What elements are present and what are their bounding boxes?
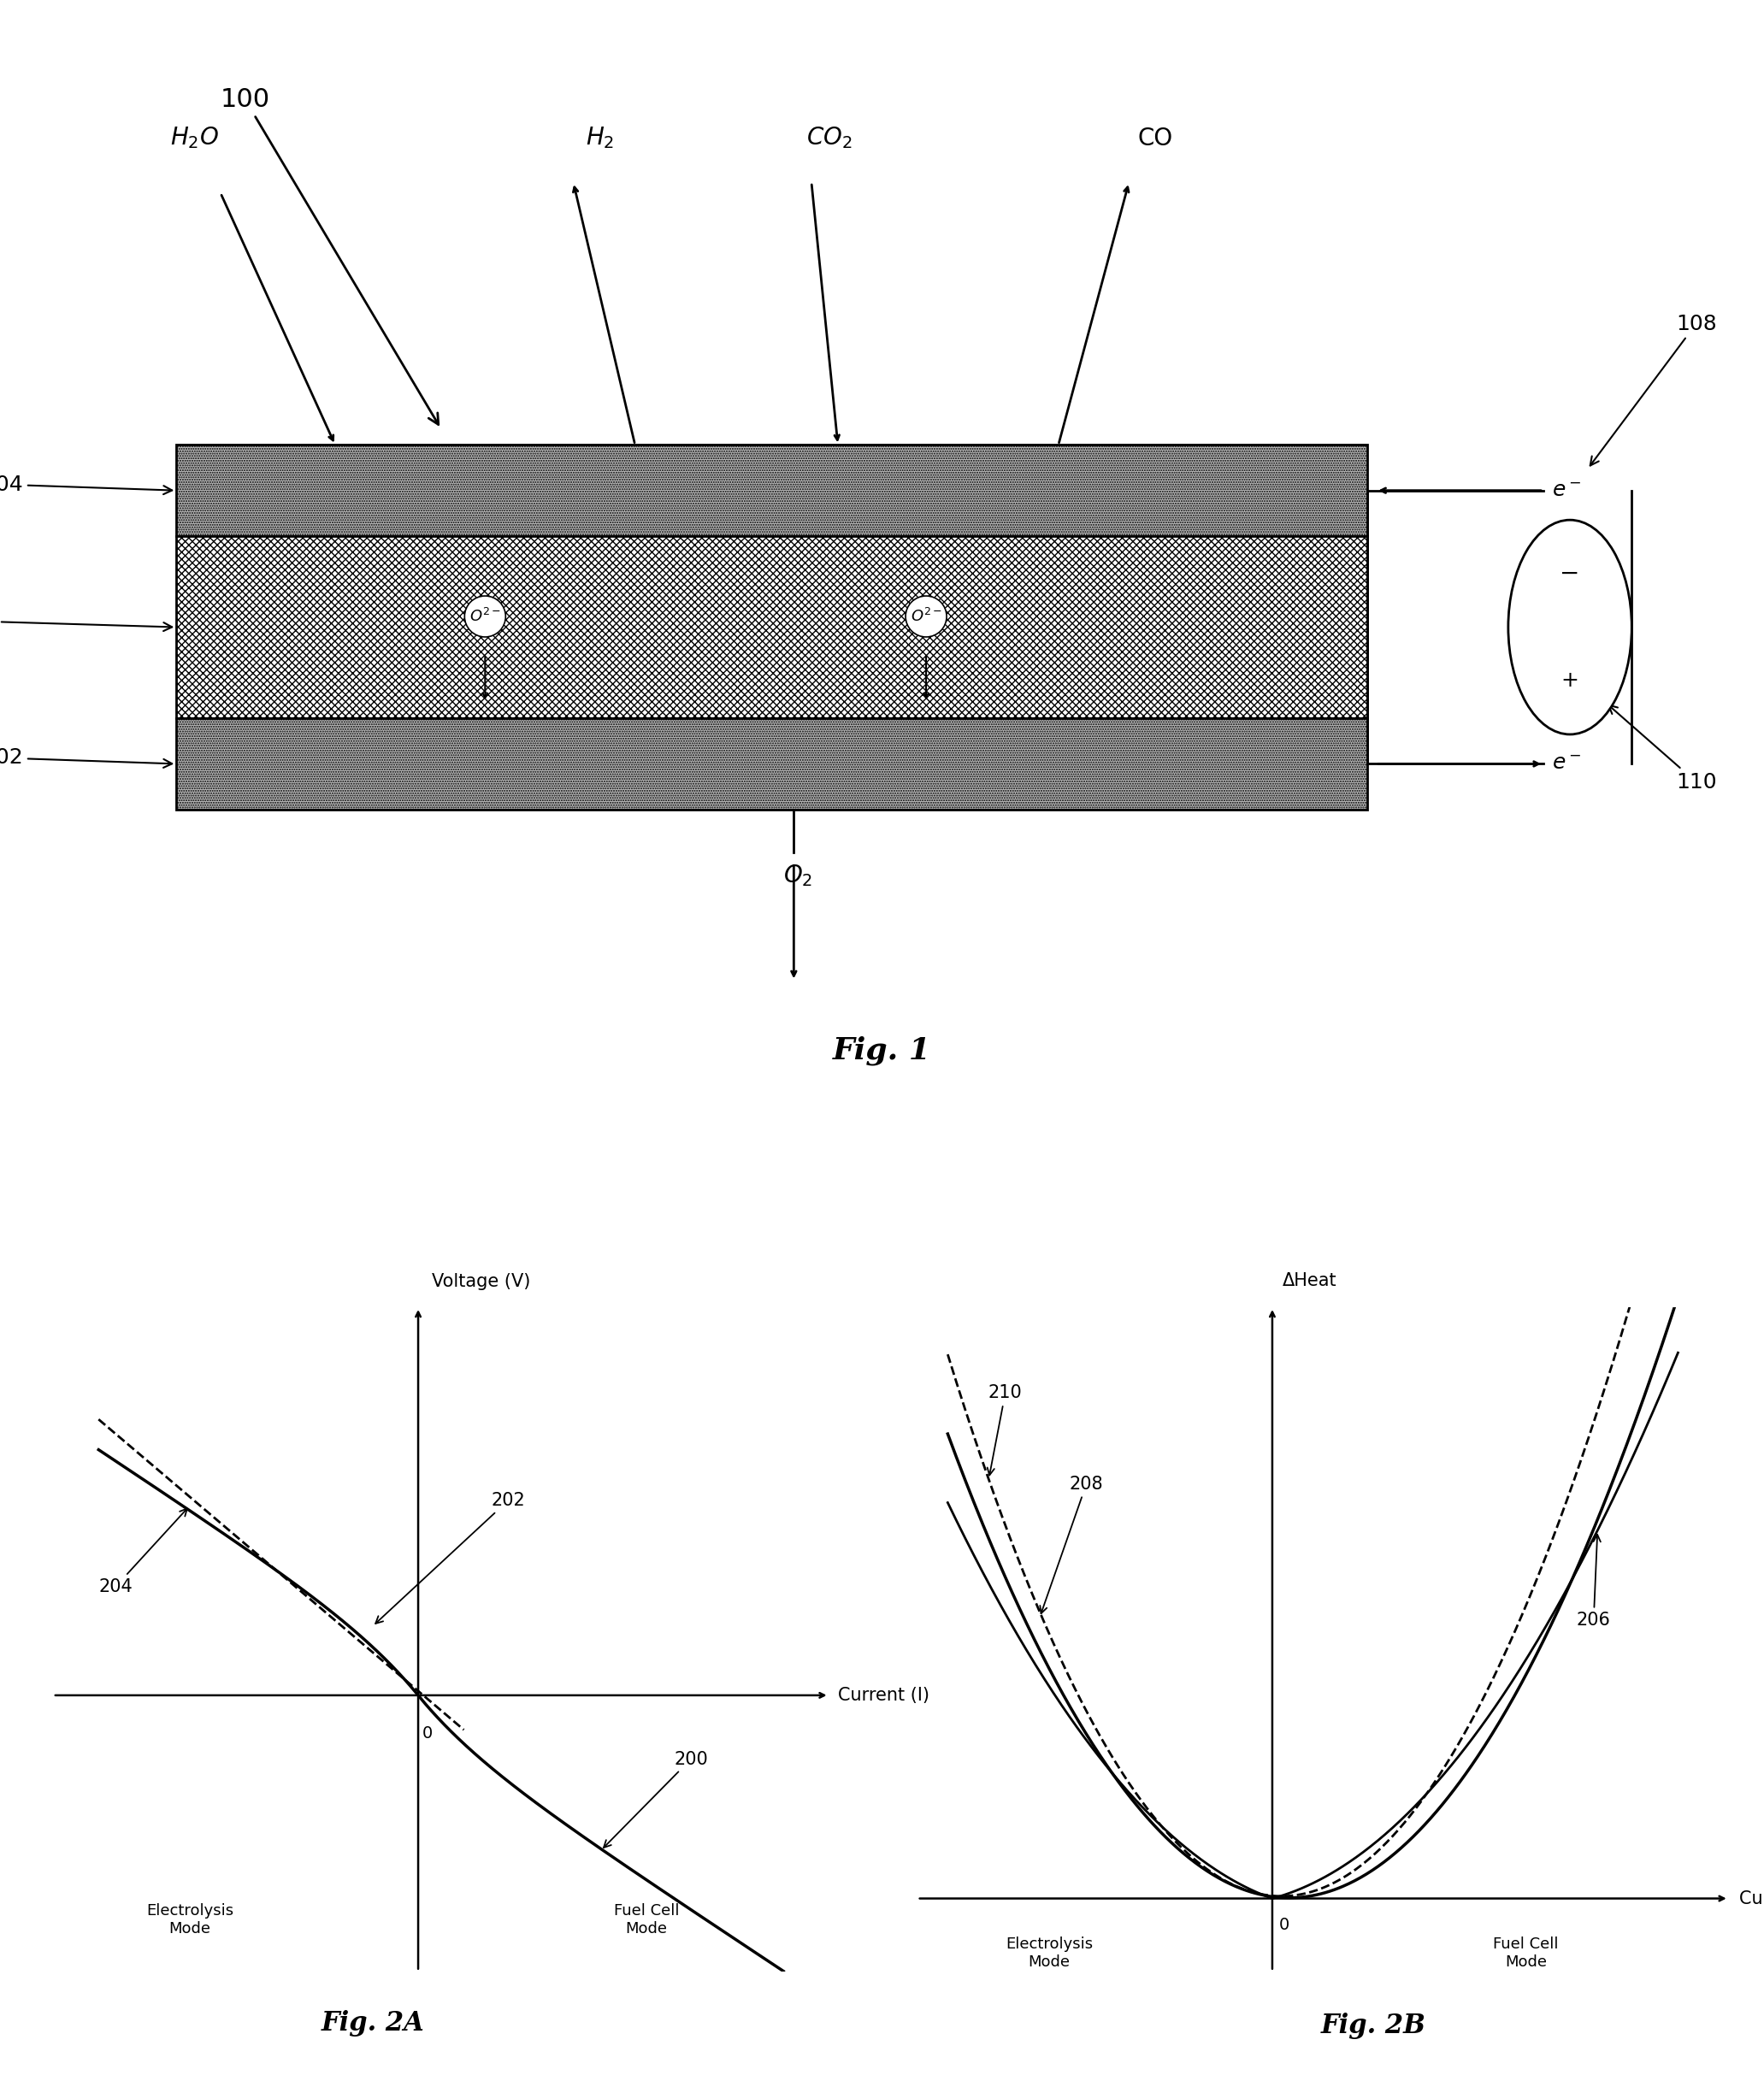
Text: Fig. 2A: Fig. 2A — [321, 2011, 423, 2036]
Text: $H_2$: $H_2$ — [586, 124, 614, 149]
Bar — [176, 444, 1367, 535]
Text: ΔHeat: ΔHeat — [1282, 1272, 1337, 1289]
Text: $O^{2-}$: $O^{2-}$ — [469, 608, 501, 625]
Text: Fig. 1: Fig. 1 — [833, 1035, 931, 1064]
Text: $e^-$: $e^-$ — [1552, 753, 1582, 774]
Text: 102: 102 — [0, 747, 173, 768]
Text: CO: CO — [1138, 127, 1173, 149]
Text: 110: 110 — [1609, 706, 1716, 793]
Text: $H_2O$: $H_2O$ — [169, 124, 219, 149]
Text: −: − — [1559, 562, 1581, 585]
Bar — [176, 718, 1367, 809]
Text: 108: 108 — [1589, 313, 1716, 465]
Text: 204: 204 — [99, 1509, 187, 1596]
Bar — [176, 535, 1367, 718]
Text: Current (I): Current (I) — [838, 1687, 930, 1704]
Text: Fig. 2B: Fig. 2B — [1321, 2013, 1427, 2040]
Text: +: + — [1561, 670, 1579, 691]
Text: Electrolysis
Mode: Electrolysis Mode — [146, 1903, 233, 1936]
Text: 202: 202 — [376, 1492, 526, 1623]
Text: $O_2$: $O_2$ — [783, 863, 813, 888]
Text: Electrolysis
Mode: Electrolysis Mode — [1005, 1936, 1094, 1969]
Text: Fuel Cell
Mode: Fuel Cell Mode — [1492, 1936, 1559, 1969]
Text: 106: 106 — [0, 610, 173, 631]
Text: 100: 100 — [220, 87, 439, 425]
Text: $O^{2-}$: $O^{2-}$ — [910, 608, 942, 625]
Text: 208: 208 — [1041, 1475, 1102, 1614]
Text: Fuel Cell
Mode: Fuel Cell Mode — [614, 1903, 679, 1936]
Text: $e^-$: $e^-$ — [1552, 479, 1582, 500]
Text: Voltage (V): Voltage (V) — [432, 1272, 531, 1291]
Text: 0: 0 — [1279, 1917, 1289, 1934]
Text: 210: 210 — [988, 1384, 1023, 1475]
Text: Current (I): Current (I) — [1739, 1890, 1764, 1907]
Ellipse shape — [1508, 521, 1632, 735]
Text: 200: 200 — [603, 1751, 707, 1847]
Text: 206: 206 — [1577, 1536, 1611, 1629]
Text: 104: 104 — [0, 475, 173, 494]
Text: 0: 0 — [422, 1726, 432, 1741]
Text: $CO_2$: $CO_2$ — [806, 124, 852, 149]
